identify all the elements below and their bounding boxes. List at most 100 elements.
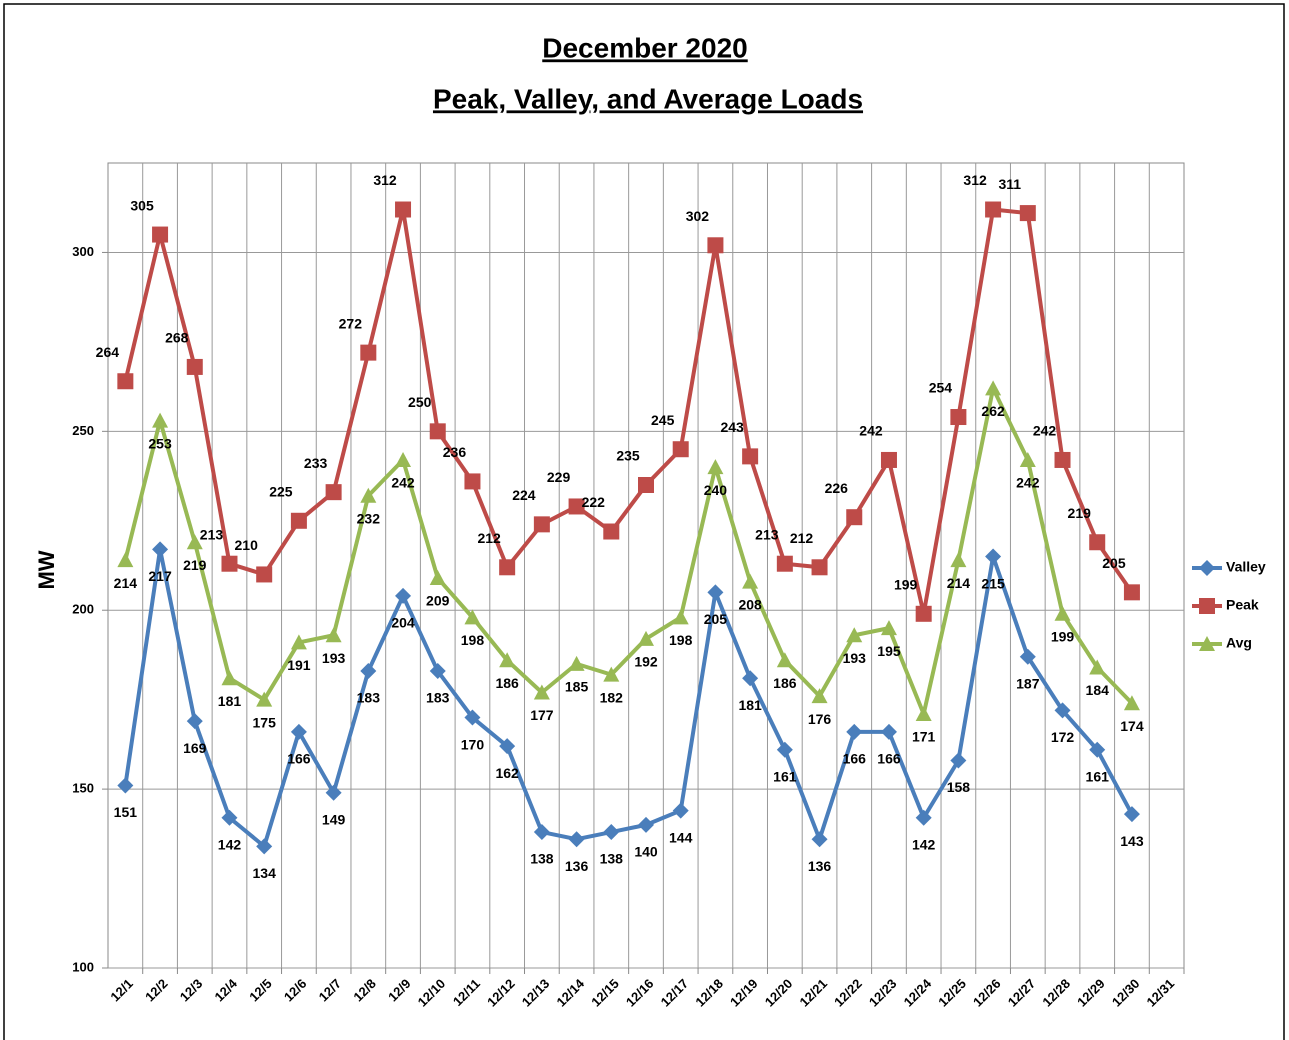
data-label: 161 [773, 768, 797, 784]
data-label: 240 [704, 482, 728, 498]
data-label: 192 [634, 654, 658, 670]
data-label: 210 [235, 537, 259, 553]
marker [1054, 605, 1071, 621]
marker [1019, 205, 1036, 222]
data-label: 232 [357, 510, 381, 526]
data-label: 183 [426, 690, 450, 706]
marker [464, 709, 481, 726]
data-label: 302 [686, 208, 710, 224]
data-label: 184 [1086, 682, 1110, 698]
data-label: 161 [1086, 768, 1110, 784]
data-label: 214 [947, 575, 971, 591]
data-label: 171 [912, 729, 936, 745]
data-label: 138 [600, 851, 624, 867]
marker [360, 344, 377, 361]
data-label: 170 [461, 736, 485, 752]
data-label: 169 [183, 740, 207, 756]
data-label: 181 [738, 697, 762, 713]
marker [360, 487, 377, 503]
marker [429, 663, 446, 680]
marker [1089, 534, 1106, 551]
data-label: 198 [461, 632, 485, 648]
marker [846, 627, 863, 643]
data-label: 193 [322, 650, 346, 666]
data-label: 214 [114, 575, 138, 591]
marker [533, 516, 550, 533]
y-tick-label: 100 [72, 959, 94, 974]
marker [325, 484, 342, 501]
marker [1199, 560, 1215, 576]
data-label: 181 [218, 693, 242, 709]
series-line [123, 386, 1134, 716]
chart-subtitle: Peak, Valley, and Average Loads [433, 83, 863, 114]
data-label: 217 [148, 568, 172, 584]
marker [186, 358, 203, 375]
data-label: 242 [859, 423, 883, 439]
marker [638, 477, 654, 493]
marker [846, 509, 863, 526]
marker [742, 670, 759, 687]
marker [742, 448, 759, 465]
data-label: 236 [443, 444, 467, 460]
y-tick-label: 300 [72, 244, 94, 259]
marker [638, 816, 654, 833]
legend-label: Peak [1226, 597, 1259, 613]
data-label: 198 [669, 632, 693, 648]
marker [360, 663, 377, 680]
marker [117, 777, 134, 794]
marker [290, 634, 307, 650]
data-label: 143 [1120, 833, 1144, 849]
data-label: 175 [253, 714, 277, 730]
data-label: 177 [530, 707, 554, 723]
data-label: 199 [1051, 629, 1075, 645]
y-tick-label: 200 [72, 602, 94, 617]
marker [499, 559, 516, 576]
marker [880, 451, 897, 468]
data-label: 235 [616, 448, 640, 464]
marker [1019, 451, 1036, 467]
data-label: 264 [96, 344, 120, 360]
marker [1123, 695, 1140, 711]
marker [152, 541, 169, 558]
marker [880, 723, 897, 740]
marker [464, 609, 481, 625]
marker [707, 237, 724, 254]
y-axis-label: MW [34, 550, 59, 589]
data-label: 136 [808, 858, 832, 874]
chart-title: December 2020 [542, 32, 747, 63]
data-label: 212 [477, 530, 501, 546]
data-label: 224 [512, 487, 536, 503]
marker [950, 552, 967, 568]
data-label: 166 [843, 751, 867, 767]
data-label: 138 [530, 851, 554, 867]
marker [880, 620, 897, 636]
marker [950, 409, 967, 426]
data-label: 305 [130, 197, 154, 213]
marker [256, 691, 273, 707]
data-label: 151 [114, 804, 138, 820]
marker [395, 451, 412, 467]
marker [1199, 598, 1215, 614]
marker [1019, 648, 1036, 665]
marker [776, 652, 793, 668]
marker [1089, 741, 1106, 758]
series-line [123, 547, 1134, 849]
marker [1089, 659, 1106, 675]
data-label: 233 [304, 455, 328, 471]
data-label: 204 [391, 615, 415, 631]
data-label: 219 [183, 557, 207, 573]
marker [152, 412, 169, 428]
data-label: 186 [773, 675, 797, 691]
data-label: 268 [165, 330, 189, 346]
data-label: 312 [963, 172, 987, 188]
data-label: 186 [495, 675, 519, 691]
data-label: 166 [287, 751, 311, 767]
marker [256, 566, 273, 583]
marker [811, 831, 828, 848]
data-label: 166 [877, 751, 901, 767]
marker [290, 723, 307, 740]
data-label: 182 [600, 689, 624, 705]
legend-label: Avg [1226, 635, 1252, 651]
marker [568, 655, 585, 671]
data-label: 219 [1068, 505, 1092, 521]
